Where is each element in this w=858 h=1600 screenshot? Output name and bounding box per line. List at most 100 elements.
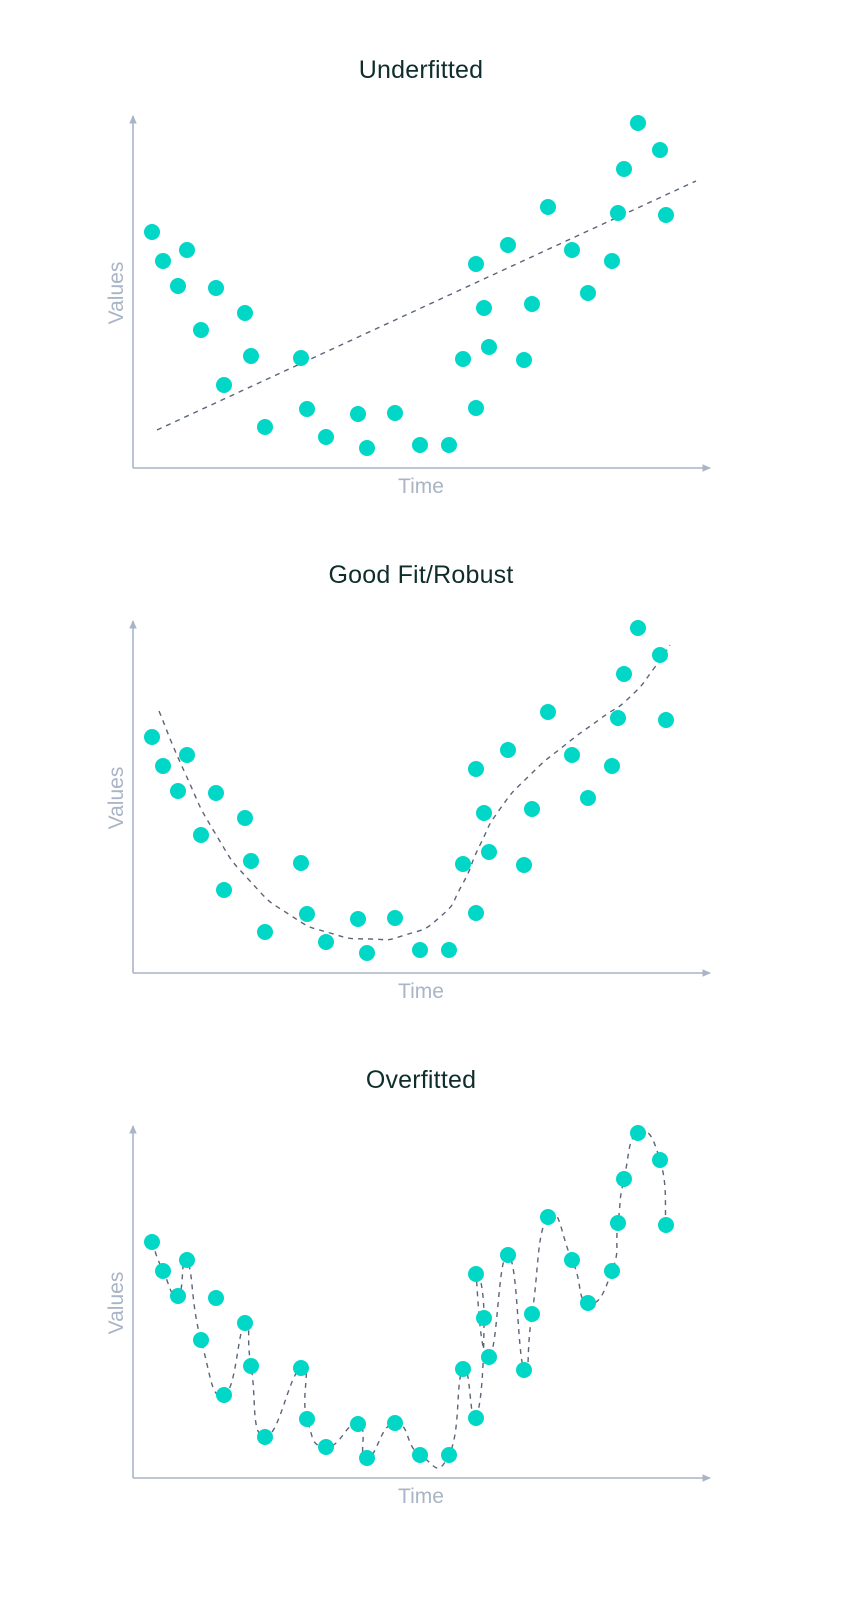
data-point — [170, 783, 186, 799]
y-axis-label: Values — [105, 1271, 128, 1335]
data-point — [387, 1415, 403, 1431]
data-point — [616, 1171, 632, 1187]
data-point — [658, 207, 674, 223]
x-axis-label: Time — [398, 475, 444, 498]
data-points — [144, 1125, 674, 1466]
data-point — [208, 785, 224, 801]
chart-title: Good Fit/Robust — [328, 561, 514, 589]
x-axis-label: Time — [398, 980, 444, 1003]
data-point — [610, 1215, 626, 1231]
data-point — [144, 729, 160, 745]
data-point — [564, 242, 580, 258]
data-point — [468, 1266, 484, 1282]
data-point — [455, 1361, 471, 1377]
data-point — [616, 666, 632, 682]
data-point — [299, 1411, 315, 1427]
data-point — [604, 758, 620, 774]
data-point — [604, 253, 620, 269]
data-point — [564, 1252, 580, 1268]
y-axis-label: Values — [105, 766, 128, 830]
data-point — [170, 278, 186, 294]
data-point — [658, 1217, 674, 1233]
data-point — [216, 882, 232, 898]
data-point — [216, 377, 232, 393]
data-point — [441, 1447, 457, 1463]
data-point — [652, 1152, 668, 1168]
data-point — [155, 1263, 171, 1279]
panel-overfitted: Overfitted Time Values — [0, 1010, 858, 1515]
data-point — [359, 945, 375, 961]
data-point — [237, 305, 253, 321]
data-point — [524, 801, 540, 817]
data-point — [318, 429, 334, 445]
data-point — [243, 853, 259, 869]
axes — [129, 115, 711, 472]
data-point — [299, 906, 315, 922]
data-point — [155, 758, 171, 774]
axes — [129, 1125, 711, 1482]
data-point — [293, 1360, 309, 1376]
data-point — [237, 1315, 253, 1331]
data-point — [257, 419, 273, 435]
data-point — [412, 942, 428, 958]
data-point — [500, 742, 516, 758]
data-point — [652, 142, 668, 158]
data-point — [500, 237, 516, 253]
x-axis-label: Time — [398, 1485, 444, 1508]
data-point — [476, 1310, 492, 1326]
data-point — [610, 205, 626, 221]
data-point — [179, 747, 195, 763]
data-point — [652, 647, 668, 663]
data-points — [144, 620, 674, 961]
panel-good-fit: Good Fit/Robust Time Values — [0, 505, 858, 1010]
data-point — [516, 352, 532, 368]
data-point — [481, 1349, 497, 1365]
fit-line — [156, 180, 697, 431]
data-point — [580, 1295, 596, 1311]
data-point — [179, 242, 195, 258]
chart-title: Overfitted — [365, 1066, 477, 1094]
data-point — [350, 406, 366, 422]
data-point — [468, 905, 484, 921]
data-point — [658, 712, 674, 728]
data-point — [170, 1288, 186, 1304]
data-point — [216, 1387, 232, 1403]
scatter-plot-good-fit — [129, 620, 711, 977]
data-point — [155, 253, 171, 269]
data-point — [481, 844, 497, 860]
data-point — [243, 348, 259, 364]
data-point — [524, 1306, 540, 1322]
data-point — [387, 910, 403, 926]
data-point — [193, 827, 209, 843]
axes — [129, 620, 711, 977]
data-point — [516, 1362, 532, 1378]
data-point — [208, 1290, 224, 1306]
data-point — [318, 934, 334, 950]
fit-line — [158, 644, 671, 941]
data-point — [387, 405, 403, 421]
data-point — [580, 285, 596, 301]
data-point — [564, 747, 580, 763]
data-point — [350, 1416, 366, 1432]
data-point — [237, 810, 253, 826]
data-point — [630, 620, 646, 636]
data-point — [540, 199, 556, 215]
data-point — [359, 1450, 375, 1466]
data-point — [441, 437, 457, 453]
data-point — [359, 440, 375, 456]
data-point — [293, 855, 309, 871]
data-point — [616, 161, 632, 177]
data-point — [630, 1125, 646, 1141]
data-point — [455, 351, 471, 367]
chart-title: Underfitted — [358, 56, 484, 84]
data-point — [318, 1439, 334, 1455]
data-point — [208, 280, 224, 296]
data-point — [299, 401, 315, 417]
data-point — [500, 1247, 516, 1263]
data-point — [468, 256, 484, 272]
data-point — [580, 790, 596, 806]
data-point — [516, 857, 532, 873]
panel-underfitted: Underfitted Time Values — [0, 0, 858, 505]
data-point — [193, 322, 209, 338]
data-point — [144, 1234, 160, 1250]
